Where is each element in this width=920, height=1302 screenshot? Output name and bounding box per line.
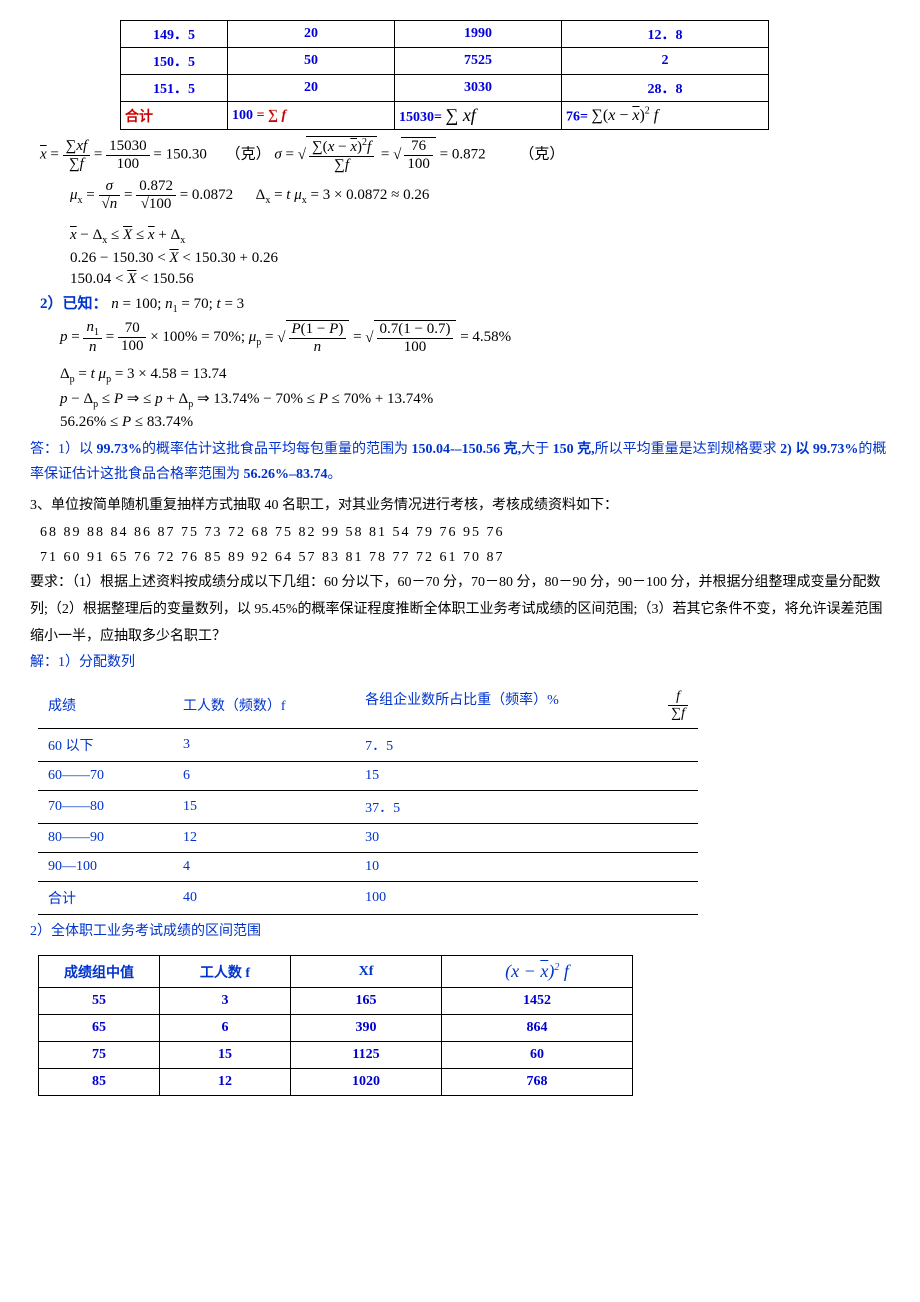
p-formula: p = n1n = 70100 × 100% = 70%; μp = √P(1 … xyxy=(60,319,890,356)
hdr-freq: 工人数（频数）f xyxy=(173,683,355,729)
mu-x-formula: μx = σ√n = 0.872√100 = 0.0872 Δx = t μx … xyxy=(70,178,890,213)
hdr-f: 工人数 f xyxy=(160,956,291,988)
answer-text: 答：1）以 99.73%的概率估计这批食品平均每包重量的范围为 150.04-–… xyxy=(30,437,890,487)
q3-intro: 3、单位按简单随机重复抽样方式抽取 40 名职工，对其业务情况进行考核，考核成绩… xyxy=(30,493,890,520)
sum-label: 合计 xyxy=(121,102,228,130)
weight-summary-table: 149．5 20 1990 12．8 150．5 50 7525 2 151．5… xyxy=(120,20,769,130)
solution-label: 解：1）分配数列 xyxy=(30,650,890,677)
hdr-dev: (x − x)2 f xyxy=(442,956,633,988)
interval-x: x − Δx ≤ X ≤ x + Δx xyxy=(70,227,890,246)
q2-known: 2）已知： n = 100; n1 = 70; t = 3 xyxy=(40,292,890,315)
q3-requirements: 要求：（1）根据上述资料按成绩分成以下几组：60 分以下，60－70 分，70－… xyxy=(30,570,890,650)
calc-table: 成绩组中值 工人数 f Xf (x − x)2 f 5531651452 656… xyxy=(38,955,633,1096)
cell-mid: 149．5 xyxy=(121,21,228,48)
hdr-midpoint: 成绩组中值 xyxy=(39,956,160,988)
hdr-pct: 各组企业数所占比重（频率）% f∑f xyxy=(355,683,698,729)
hdr-score: 成绩 xyxy=(38,683,173,729)
q3-data-row-1: 68 89 88 84 86 87 75 73 72 68 75 82 99 5… xyxy=(40,520,890,545)
frequency-distribution-table: 成绩 工人数（频数）f 各组企业数所占比重（频率）% f∑f 60 以下37．5… xyxy=(38,683,698,915)
mean-formula: x = ∑xf∑f = 15030100 = 150.30 （克） σ = √∑… xyxy=(40,136,890,174)
cell-f: 20 xyxy=(228,21,395,48)
cell-xf: 1990 xyxy=(395,21,562,48)
sub2-label: 2）全体职工业务考试成绩的区间范围 xyxy=(30,919,890,946)
q3-data-row-2: 71 60 91 65 76 72 76 85 89 92 64 57 83 8… xyxy=(40,545,890,570)
hdr-xf: Xf xyxy=(291,956,442,988)
cell-dev: 12．8 xyxy=(562,21,769,48)
